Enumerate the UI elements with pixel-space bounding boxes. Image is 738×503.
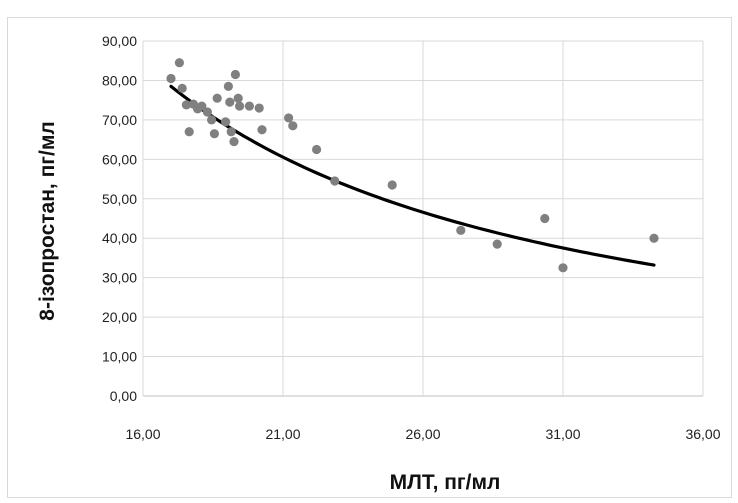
- data-point-7: [197, 101, 207, 111]
- data-point-3: [181, 100, 191, 110]
- y-tick-label-2: 20,00: [102, 309, 137, 325]
- data-point-17: [230, 69, 240, 80]
- data-point-20: [244, 101, 254, 111]
- y-tick-label-3: 30,00: [102, 270, 137, 286]
- data-point-22: [257, 125, 267, 135]
- y-tick-labels: 0,00 10,00 20,00 30,00 40,00 50,00 60,00 70,00 8…: [102, 33, 137, 404]
- data-point-21: [254, 103, 264, 113]
- data-point-24: [288, 121, 298, 131]
- data-point-9: [207, 115, 217, 125]
- y-tick-label-6: 60,00: [102, 151, 137, 167]
- data-point-2: [177, 83, 187, 93]
- data-point-19: [235, 101, 245, 111]
- gridlines: [142, 40, 704, 397]
- y-axis-title: 8-ізопростан, пг/мл: [36, 121, 59, 320]
- data-point-25: [312, 144, 322, 155]
- data-point-16: [229, 136, 239, 147]
- trendline-layer: [169, 84, 656, 267]
- x-tick-label-3: 31,00: [545, 426, 580, 442]
- data-point-14: [225, 97, 235, 107]
- y-tick-label-9: 90,00: [102, 33, 137, 49]
- x-axis-title: МЛТ, пг/мл: [390, 471, 501, 494]
- data-point-26: [330, 176, 340, 186]
- data-point-23: [284, 113, 294, 123]
- data-point-4: [184, 127, 194, 137]
- y-tick-label-0: 0,00: [110, 388, 137, 404]
- y-tick-label-8: 80,00: [102, 72, 137, 88]
- data-point-13: [223, 81, 233, 91]
- y-tick-label-7: 70,00: [102, 112, 137, 128]
- data-point-15: [226, 127, 236, 137]
- data-point-18: [233, 93, 243, 103]
- x-tick-label-2: 26,00: [405, 426, 440, 442]
- x-tick-label-4: 36,00: [685, 426, 720, 442]
- data-point-12: [221, 117, 231, 127]
- y-tick-label-4: 40,00: [102, 230, 137, 246]
- data-point-8: [202, 107, 212, 117]
- data-point-10: [209, 129, 219, 139]
- x-tick-labels: 16,00 21,00 26,00 31,00 36,00: [125, 426, 720, 442]
- data-point-32: [649, 233, 659, 243]
- data-point-29: [492, 239, 502, 249]
- y-tick-label-1: 10,00: [102, 349, 137, 365]
- x-tick-label-0: 16,00: [125, 426, 160, 442]
- data-point-28: [456, 225, 466, 235]
- data-point-27: [387, 180, 397, 190]
- x-tick-label-1: 21,00: [265, 426, 300, 442]
- y-tick-label-5: 50,00: [102, 191, 137, 207]
- data-point-1: [174, 58, 184, 68]
- trendline: [169, 84, 656, 267]
- data-points: [166, 58, 659, 273]
- data-point-0: [166, 73, 176, 84]
- data-point-11: [212, 93, 222, 103]
- data-point-30: [540, 213, 550, 224]
- data-point-31: [558, 263, 568, 273]
